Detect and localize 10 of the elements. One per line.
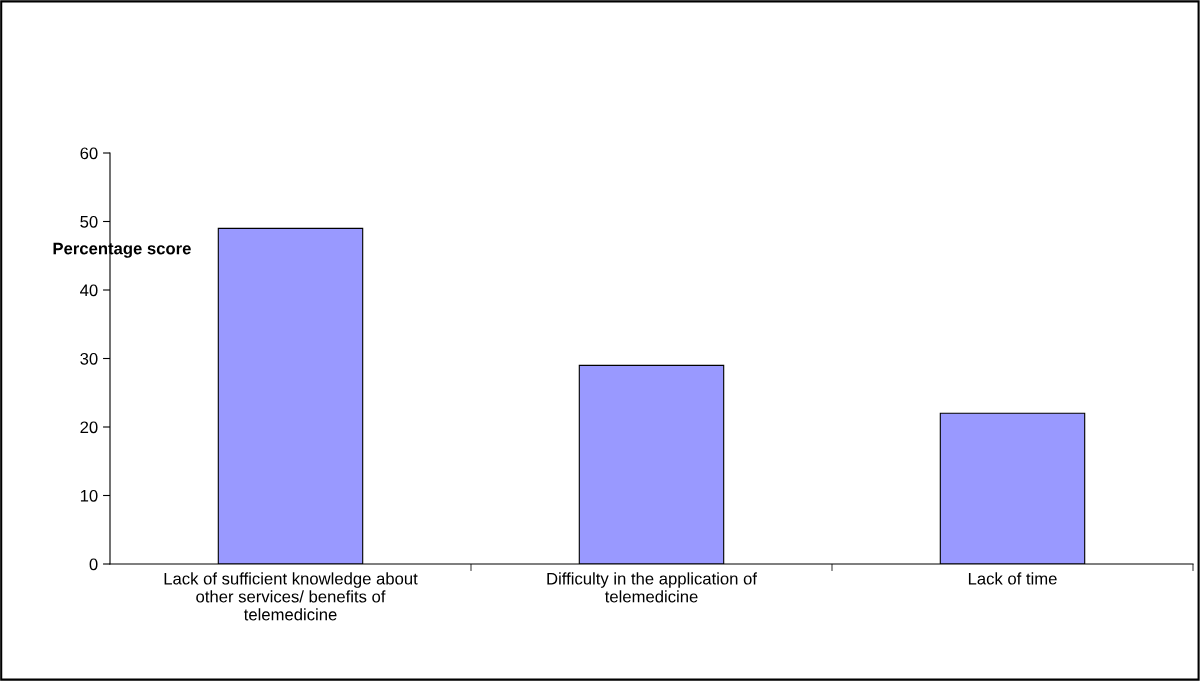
y-tick-label: 20 xyxy=(80,421,98,434)
y-tick-label: 60 xyxy=(80,147,98,160)
y-tick-label: 50 xyxy=(80,215,98,228)
y-tick-label: 10 xyxy=(80,489,98,502)
y-tick-label: 0 xyxy=(89,558,98,571)
x-tick-label: Lack of sufficient knowledge about other services/ benefits of telemedicine xyxy=(164,572,418,621)
y-tick-label: 40 xyxy=(80,284,98,297)
x-tick-label: Lack of time xyxy=(968,572,1057,585)
x-tick-label: Difficulty in the application of telemedicine xyxy=(547,572,757,603)
y-tick-label: 30 xyxy=(80,352,98,365)
